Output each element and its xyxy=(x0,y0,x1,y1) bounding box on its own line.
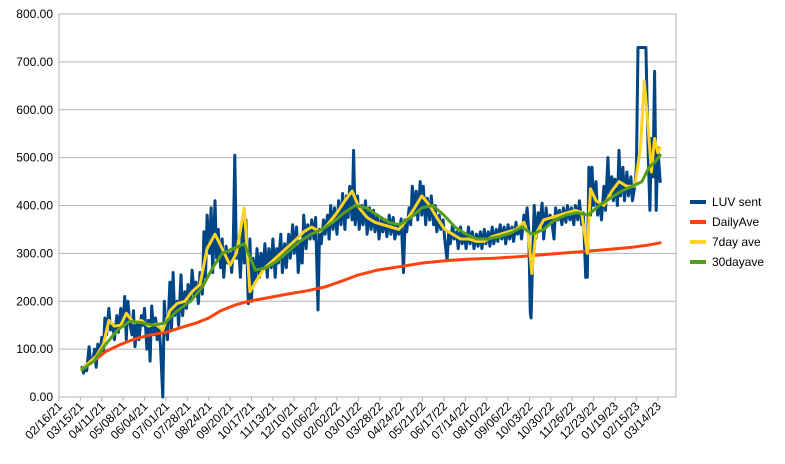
legend-label: 7day ave xyxy=(712,235,761,249)
series-line-luv-sent xyxy=(80,46,662,399)
y-tick-label: 0.00 xyxy=(30,390,54,404)
legend-label: LUV sent xyxy=(712,195,762,209)
series-line-7day-ave xyxy=(80,79,662,371)
y-tick-label: 200.00 xyxy=(16,294,53,308)
y-tick-label: 600.00 xyxy=(16,103,53,117)
y-tick-label: 300.00 xyxy=(16,246,53,260)
series-layer xyxy=(80,46,662,399)
y-tick-label: 700.00 xyxy=(16,55,53,69)
y-tick-label: 800.00 xyxy=(16,7,53,21)
y-tick-label: 100.00 xyxy=(16,342,53,356)
series-line-30dayave xyxy=(80,153,662,372)
y-tick-label: 500.00 xyxy=(16,151,53,165)
legend-label: DailyAve xyxy=(712,215,759,229)
legend-label: 30dayave xyxy=(712,255,764,269)
y-tick-label: 400.00 xyxy=(16,199,53,213)
y-axis: 0.00 100.00 200.00 300.00 400.00 500.00 600.00… xyxy=(16,7,53,404)
series-line-dailyave xyxy=(80,241,662,372)
legend: LUV sent DailyAve 7day ave 30dayave xyxy=(690,195,764,269)
x-axis: 02/16/2103/15/2104/11/2105/08/2106/04/21… xyxy=(22,397,664,442)
